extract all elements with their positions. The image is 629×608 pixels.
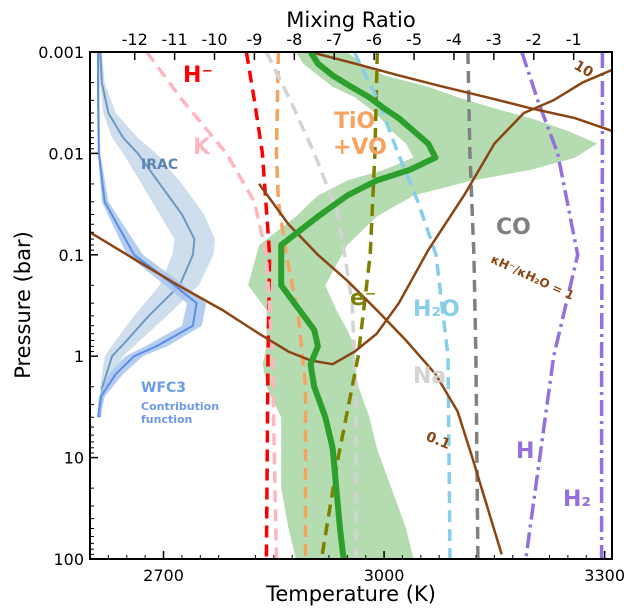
y-tick-label: 0.001: [38, 43, 84, 62]
species-lines: [145, 52, 605, 559]
y-tick-label: 10: [64, 449, 84, 468]
x2-axis-label: Mixing Ratio: [286, 8, 415, 32]
x-axis-label: Temperature (K): [265, 582, 436, 606]
label-function: function: [141, 413, 192, 426]
label-irac: IRAC: [141, 157, 178, 173]
x-tick-label: 2700: [143, 566, 184, 585]
label-vo: +VO: [333, 135, 387, 160]
y-tick-label: 100: [53, 550, 84, 569]
y-tick-label: 0.1: [59, 246, 84, 265]
wfc3-contribution-line: [97, 52, 198, 418]
x2-tick-label: -7: [326, 30, 342, 49]
x2-tick-label: -4: [446, 30, 462, 49]
species-line-h-minus: [244, 52, 272, 559]
label-ratio-01: 0.1: [424, 429, 453, 453]
x2-tick-label: -1: [566, 30, 582, 49]
tp-uncertainty-band: [248, 52, 598, 559]
plot-area: [90, 52, 612, 559]
species-line-na: [264, 52, 358, 559]
x2-tick-label: -9: [246, 30, 262, 49]
label-h: H: [516, 439, 534, 464]
x2-tick-label: -11: [162, 30, 188, 49]
ratio-curve-3: [310, 52, 612, 133]
irac-contribution-line: [98, 52, 196, 418]
plot-frame: [89, 51, 613, 560]
x-axis-ticks: 2700 3000 3300: [107, 551, 625, 585]
ratio-curves: [90, 52, 612, 555]
y-tick-label: 1: [74, 347, 84, 366]
x2-tick-label: -5: [406, 30, 422, 49]
y-axis-ticks: 0.001 0.01 0.1 1 10 100: [38, 43, 98, 569]
contribution-functions: [97, 52, 215, 418]
species-line-h2o: [352, 52, 452, 559]
label-h2o: H₂O: [413, 297, 460, 322]
ratio-curve-2: [258, 183, 503, 555]
label-h-minus: H⁻: [183, 63, 213, 88]
tp-profile-line: [278, 52, 439, 559]
label-ratio-1: κH⁻/κH₂O = 1: [489, 252, 577, 303]
label-e-minus: e⁻: [350, 286, 377, 311]
ratio-curve-1: [90, 68, 612, 366]
species-line-k: [145, 52, 279, 559]
uncertainty-bands: [248, 52, 598, 559]
x-tick-label: 3300: [584, 566, 625, 585]
label-h2: H₂: [563, 487, 591, 512]
x2-tick-label: -6: [366, 30, 382, 49]
irac-contribution-band: [98, 52, 215, 418]
species-line-h2: [599, 52, 605, 559]
y-axis-label: Pressure (bar): [11, 231, 35, 379]
label-co: CO: [496, 215, 531, 240]
x2-tick-label: -3: [486, 30, 502, 49]
label-contribution: Contribution: [141, 400, 219, 413]
label-wfc3: WFC3: [141, 380, 186, 396]
x2-axis-ticks: -12 -11 -10 -9 -8 -7 -6 -5 -4 -3 -2 -1: [122, 30, 582, 60]
x2-tick-label: -12: [122, 30, 148, 49]
x-tick-label: 3000: [364, 566, 405, 585]
x2-tick-label: -8: [286, 30, 302, 49]
x2-tick-label: -10: [201, 30, 227, 49]
tp-profile: [278, 52, 439, 559]
wfc3-contribution-band: [97, 52, 207, 418]
species-line-tio-vo: [274, 52, 308, 559]
label-k: K: [193, 135, 211, 160]
y-tick-label: 0.01: [48, 144, 84, 163]
x2-tick-label: -2: [526, 30, 542, 49]
label-tio: TiO: [334, 109, 375, 134]
species-line-co: [466, 52, 480, 559]
species-line-h: [520, 52, 580, 559]
label-na: Na: [413, 364, 446, 389]
